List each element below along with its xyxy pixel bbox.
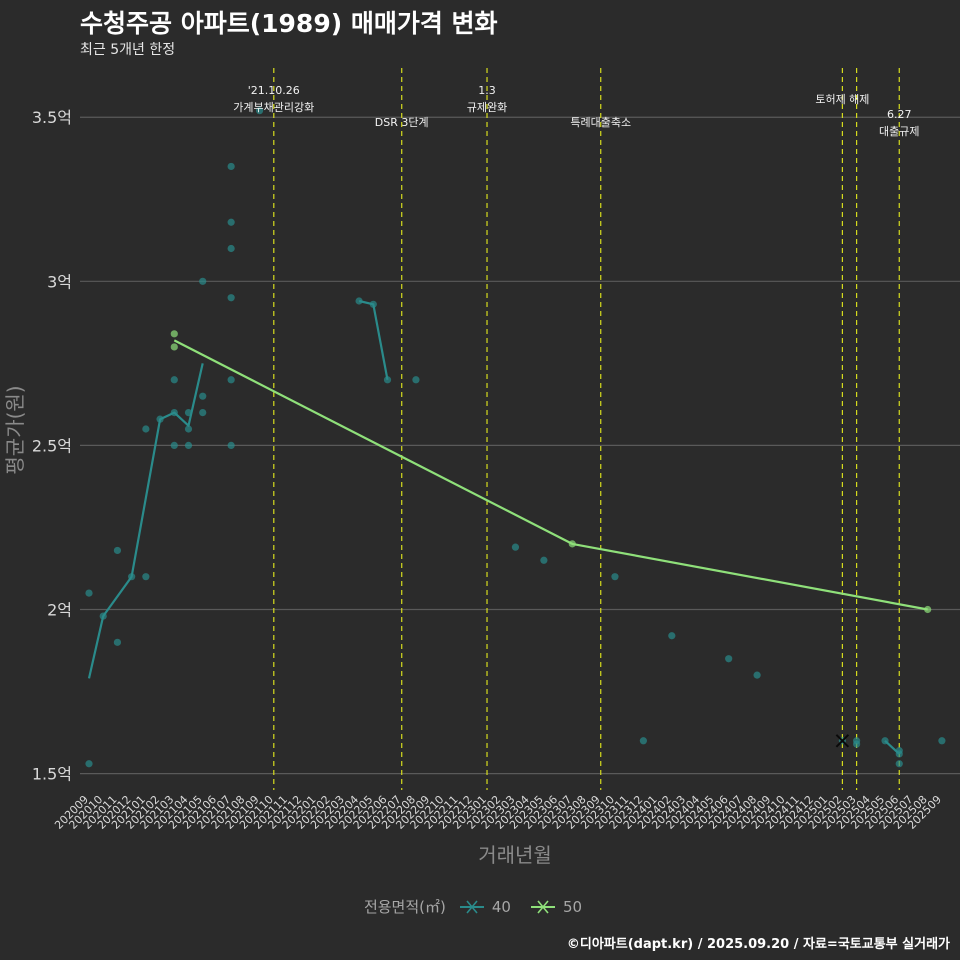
legend-swatch-50 [530,899,555,914]
legend-label-40: 40 [491,897,511,916]
data-point-40 [113,546,122,555]
x-tick-labels: 2020092020102020112020122021012021022021… [52,793,944,832]
data-point-40 [227,162,235,171]
event-date-label: 6.27 [887,108,912,121]
data-point-40 [938,737,946,745]
data-point-40 [227,218,235,226]
y-tick-label: 2억 [47,601,72,620]
y-axis-title: 평균가(원) [3,385,27,474]
chart-subtitle: 최근 5개년 한정 [80,42,176,58]
data-point-40 [725,655,733,663]
data-point-40 [227,376,235,384]
data-point-50 [170,343,178,351]
event-date-label: '21.10.26 [248,84,300,97]
data-point-40 [753,671,761,679]
data-point-50 [170,330,178,338]
data-point-40 [355,297,363,305]
data-point-40 [170,376,178,384]
series-line-40 [358,299,389,381]
series-lines [87,299,928,755]
data-point-40 [412,376,420,384]
cross-marker [835,734,850,748]
data-point-40 [199,277,207,285]
grid-lines [80,116,960,775]
data-point-40 [227,441,235,450]
data-point-40 [184,425,193,433]
event-lines [273,68,900,790]
legend-swatch-40 [459,899,484,914]
data-point-40 [255,107,264,115]
data-point-40 [540,556,548,564]
legend: 전용면적(㎡) 40 50 [0,896,960,917]
data-point-40 [85,760,93,768]
data-point-40 [85,589,93,597]
series-line-40 [884,739,901,755]
data-point-40 [668,632,676,640]
y-tick-label: 3억 [47,272,72,291]
event-text-label: 대출규제 [879,125,919,138]
event-text-label: DSR 3단계 [375,116,429,129]
series-line-50 [173,339,928,611]
data-point-40 [895,760,903,768]
event-text-label: 토허제 해제 [815,92,869,106]
y-tick-labels: 1.5억 2억 2.5억 3억 3.5억 [32,108,72,783]
data-point-40 [142,573,150,581]
y-tick-label: 3.5억 [32,108,72,127]
legend-key-50: 50 [529,898,592,916]
data-point-40 [184,441,193,450]
series-line-40 [87,363,204,679]
event-text-label: 규제완화 [467,101,507,114]
data-point-40 [227,244,235,253]
chart-title: 수청주공 아파트(1989) 매매가격 변화 [80,9,498,38]
legend-key-40: 40 [458,898,521,916]
legend-title: 전용면적(㎡) [363,898,446,916]
data-point-40 [170,441,178,450]
source-caption: ©디아파트(dapt.kr) / 2025.09.20 / 자료=국토교통부 실… [566,937,950,952]
data-point-40 [113,638,122,646]
x-axis-title: 거래년월 [478,843,552,867]
data-point-40 [199,392,207,400]
data-point-40 [199,408,207,417]
data-point-40 [511,543,520,551]
data-point-40 [853,740,861,748]
y-tick-label: 2.5억 [32,436,72,455]
data-point-40 [227,294,235,302]
y-tick-label: 1.5억 [32,765,72,784]
event-date-label: 1.3 [478,84,496,97]
event-text-label: 가계부채관리강화 [233,101,314,114]
data-point-40 [639,737,647,745]
data-point-40 [142,425,150,433]
legend-label-50: 50 [562,897,583,916]
data-points [85,107,946,768]
data-point-40 [611,573,619,581]
event-text-label: 특례대출축소 [570,116,631,129]
